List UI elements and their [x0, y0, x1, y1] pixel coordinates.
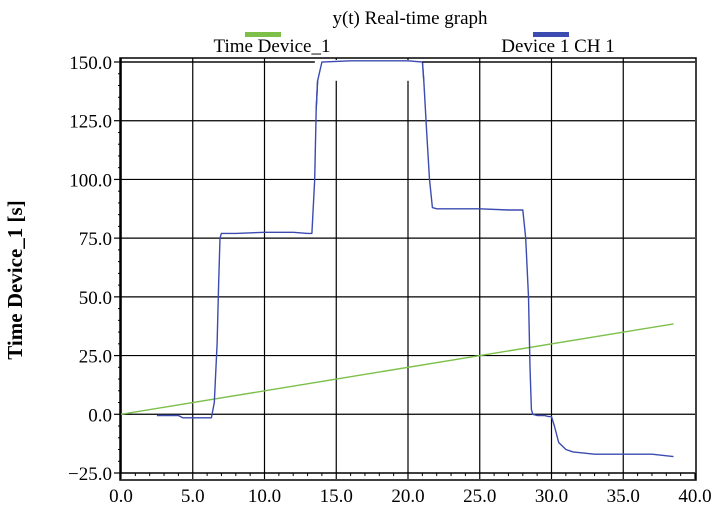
y-tick-label: 150.0 — [69, 53, 112, 74]
x-tick-label: 10.0 — [248, 486, 281, 507]
legend-swatch-device-ch — [533, 32, 569, 37]
y-tick-label: −25.0 — [68, 464, 112, 485]
x-tick-label: 15.0 — [320, 486, 353, 507]
x-tick-label: 0.0 — [109, 486, 133, 507]
x-tick-label: 35.0 — [607, 486, 640, 507]
y-tick-label: 125.0 — [69, 112, 112, 133]
plot-overlays — [121, 60, 695, 110]
x-tick-label: 40.0 — [678, 486, 711, 507]
legend-label-device-ch: Device 1 CH 1 — [501, 36, 614, 57]
y-tick-label: 0.0 — [88, 405, 112, 426]
x-tick-label: 30.0 — [535, 486, 568, 507]
y-tick-label: 50.0 — [79, 288, 112, 309]
x-tick-label: 25.0 — [463, 486, 496, 507]
x-tick-label: 20.0 — [391, 486, 424, 507]
series-line-plateau — [315, 60, 425, 110]
y-tick-label: 25.0 — [79, 347, 112, 368]
legend: Time Device_1 Device 1 CH 1 — [214, 32, 615, 57]
y-tick-label: 75.0 — [79, 229, 112, 250]
axis-ticks: 0.0 5.0 10.0 15.0 20.0 25.0 30.0 35.0 40.0−25.00… — [68, 53, 712, 507]
series-line-time-device — [120, 323, 674, 415]
chart-title: y(t) Real-time graph — [332, 8, 488, 29]
y-tick-label: 100.0 — [69, 170, 112, 191]
x-tick-label: 5.0 — [181, 486, 205, 507]
legend-swatch-time-device — [245, 32, 281, 37]
legend-label-time-device: Time Device_1 — [214, 36, 331, 57]
plateau-mask — [314, 60, 423, 81]
y-axis-title: Time Device_1 [s] — [3, 200, 27, 359]
